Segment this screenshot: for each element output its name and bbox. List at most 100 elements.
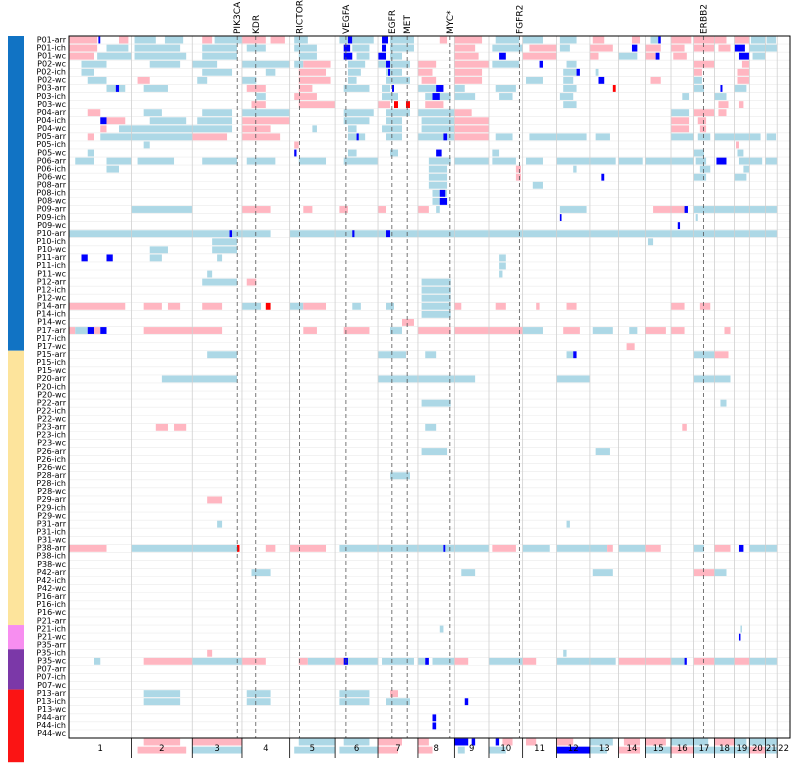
cnv-segment-amplification xyxy=(405,101,410,109)
cnv-segment-loss xyxy=(339,746,379,754)
cnv-segment-loss xyxy=(749,157,763,165)
row-stripes xyxy=(69,43,790,739)
cnv-segment-loss xyxy=(526,76,543,84)
cnv-segment-loss xyxy=(421,399,451,407)
sample-label: P26-wc xyxy=(37,463,66,472)
cnv-segment-gain xyxy=(421,76,437,84)
sample-label: P06-ich xyxy=(36,164,66,173)
cnv-segment-gain xyxy=(241,133,281,141)
sample-label: P42-ich xyxy=(36,576,66,585)
cnv-segment-gain xyxy=(401,319,414,326)
cnv-segment-deep_loss xyxy=(382,44,387,52)
sample-label: P13-arr xyxy=(37,689,67,698)
cnv-segment-loss xyxy=(347,125,357,133)
sample-label: P16-wc xyxy=(37,608,66,617)
sample-label: P16-arr xyxy=(37,592,67,601)
cnv-segment-gain xyxy=(303,206,313,213)
cnv-segment-loss xyxy=(192,746,242,754)
cnv-segment-loss xyxy=(246,157,276,165)
cnv-segment-gain xyxy=(378,738,402,746)
cnv-segment-loss xyxy=(143,690,181,698)
cnv-segment-gain xyxy=(671,327,685,334)
cnv-segment-loss xyxy=(714,93,727,100)
cnv-segment-deep_loss xyxy=(436,85,444,92)
cnv-segment-deep_loss xyxy=(539,60,543,68)
cnv-segment-deep_loss xyxy=(100,117,107,125)
sample-label: P44-ich xyxy=(36,721,66,730)
cnv-segment-deep_loss xyxy=(495,738,500,746)
cnv-segment-deep_loss xyxy=(352,230,355,238)
cnv-segment-gain xyxy=(378,746,398,754)
cnv-segment-gain xyxy=(714,351,729,359)
cnv-segment-loss xyxy=(645,157,672,165)
cnv-segment-loss xyxy=(693,76,702,84)
cnv-segment-deep_loss xyxy=(439,197,448,205)
cnv-segment-loss xyxy=(131,125,193,133)
sample-label: P12-ich xyxy=(36,285,66,294)
cnv-segment-loss xyxy=(339,544,379,552)
cnv-segment-loss xyxy=(749,44,766,52)
cnv-segment-gain xyxy=(137,76,150,84)
cnv-segment-amplification xyxy=(236,544,240,552)
cnv-segment-loss xyxy=(595,133,610,141)
cnv-segment-gain xyxy=(294,141,299,149)
chromosome-label: 14 xyxy=(627,744,638,754)
cnv-segment-gain xyxy=(417,68,433,76)
cnv-segment-loss xyxy=(592,569,613,577)
cnv-segment-loss xyxy=(217,254,223,262)
sample-label: P35-ich xyxy=(36,649,66,658)
cnv-segment-loss xyxy=(714,657,735,665)
cnv-segment-gain xyxy=(693,68,702,76)
gene-label: KDR xyxy=(252,15,262,34)
cnv-segment-gain xyxy=(566,302,577,310)
cnv-segment-deep_loss xyxy=(436,149,442,157)
cnv-segment-loss xyxy=(131,133,193,141)
cnv-segment-loss xyxy=(214,36,242,44)
sample-label: P26-ich xyxy=(36,455,66,464)
cnv-segment-deep_loss xyxy=(499,52,506,60)
cnv-segment-loss xyxy=(589,657,616,665)
sample-label: P12-wc xyxy=(37,294,66,303)
cnv-segment-loss xyxy=(390,44,414,52)
cnv-segment-gain xyxy=(335,657,348,665)
sample-label: P02-wc xyxy=(37,60,66,69)
sample-label: P17-wc xyxy=(37,342,66,351)
cnv-segment-gain xyxy=(736,141,739,149)
cnv-segment-loss xyxy=(131,230,193,238)
cnv-segment-gain xyxy=(697,117,707,125)
cnv-segment-deep_loss xyxy=(559,214,562,221)
cnv-segment-deep_loss xyxy=(343,44,351,52)
cnv-segment-gain xyxy=(143,657,193,665)
sample-label: P09-ich xyxy=(36,213,66,222)
gene-labels: PIK3CA KDR RICTOR VEGFA EGFR MET MYC* FGFR2 ERBB… xyxy=(233,0,709,34)
cnv-segment-loss xyxy=(417,375,455,383)
cnv-segment-loss xyxy=(563,649,567,657)
sample-label: P20-ich xyxy=(36,382,66,391)
cnv-segment-loss xyxy=(589,746,608,754)
cnv-segment-loss xyxy=(192,125,233,133)
plot-frame xyxy=(68,35,791,739)
sample-label: P29-wc xyxy=(37,511,66,520)
cnv-segment-deep_loss xyxy=(576,68,580,76)
cnv-segment-gain xyxy=(137,746,187,754)
cnv-segment-gain xyxy=(592,36,605,44)
cnv-segment-loss xyxy=(495,85,516,92)
cnv-segment-gain xyxy=(294,93,317,100)
cnv-segment-gain xyxy=(671,36,692,44)
cnv-segment-gain xyxy=(671,117,690,125)
cnv-segment-loss xyxy=(526,157,543,165)
cnv-segment-gain xyxy=(207,649,213,657)
cnv-segment-loss xyxy=(425,351,437,359)
cnv-segment-loss xyxy=(202,109,233,117)
cnv-segment-loss xyxy=(693,173,707,181)
cnv-segment-loss xyxy=(202,52,237,60)
sample-label: P09-wc xyxy=(37,221,66,230)
cnv-segment-gain xyxy=(454,44,476,52)
cnv-segment-loss xyxy=(595,448,610,455)
cnv-segment-loss xyxy=(566,351,574,359)
cnv-segment-loss xyxy=(559,44,570,52)
group-bar-group_d xyxy=(8,649,24,690)
cnv-segment-loss xyxy=(499,93,513,100)
cnv-segment-loss xyxy=(499,262,506,270)
cnv-segment-loss xyxy=(390,36,414,44)
